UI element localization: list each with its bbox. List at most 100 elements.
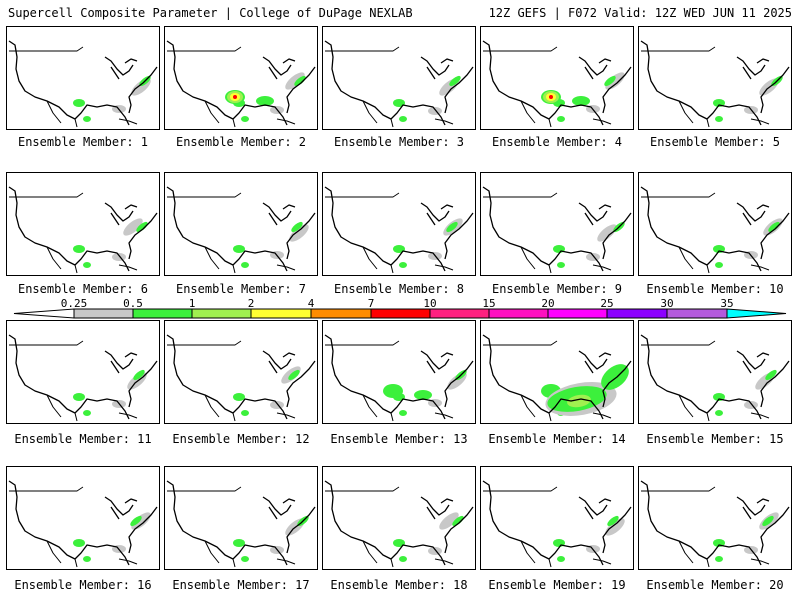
- ensemble-member-label: Ensemble Member: 5: [649, 135, 781, 149]
- mexico-coast: [678, 540, 710, 568]
- scp-contour-area: [605, 72, 625, 90]
- ensemble-member-map: [638, 172, 792, 276]
- great-lakes: [420, 496, 454, 520]
- cuba-outline: [592, 264, 612, 271]
- cuba-outline: [118, 558, 138, 565]
- us-canada-border: [167, 192, 242, 198]
- member-map-svg: [640, 480, 790, 568]
- member-map-svg: [324, 334, 474, 422]
- colorbar-tick-label: 15: [482, 297, 496, 310]
- cuba-outline: [750, 412, 770, 419]
- us-canada-border: [483, 192, 558, 198]
- ensemble-member-label: Ensemble Member: 18: [330, 578, 468, 592]
- us-canada-border: [641, 486, 716, 492]
- member-map-svg: [8, 480, 158, 568]
- coastline: [640, 480, 790, 566]
- scp-contour-area: [452, 515, 464, 527]
- mexico-coast: [520, 540, 552, 568]
- scp-contour-area: [241, 116, 249, 122]
- ensemble-member-label: Ensemble Member: 1: [17, 135, 149, 149]
- member-map-svg: [324, 480, 474, 568]
- ensemble-member-label: Ensemble Member: 9: [491, 282, 623, 296]
- member-map-svg: [166, 40, 316, 128]
- scp-contour-area: [557, 556, 565, 562]
- us-canada-border: [9, 340, 84, 346]
- scp-contour-area: [399, 262, 407, 268]
- coastline: [324, 480, 474, 566]
- colorbar-tick-label: 0.25: [60, 297, 88, 310]
- colorbar-segment: [370, 308, 431, 319]
- scp-contour-area: [73, 245, 85, 253]
- scp-contour-area: [136, 221, 148, 233]
- scp-contour-area: [270, 401, 284, 409]
- scp-contour-area: [73, 99, 85, 107]
- colorbar-segment: [191, 308, 252, 319]
- us-canada-border: [325, 340, 400, 346]
- ensemble-member-label: Ensemble Member: 3: [333, 135, 465, 149]
- member-map-svg: [640, 186, 790, 274]
- us-canada-border: [325, 486, 400, 492]
- great-lakes: [104, 202, 138, 226]
- colorbar-tick-label: 20: [541, 297, 555, 310]
- great-lakes: [578, 202, 612, 226]
- ensemble-member-map: [480, 466, 634, 570]
- scp-contour-area: [414, 390, 432, 400]
- coastline: [482, 186, 632, 272]
- scp-contour-area: [131, 512, 151, 530]
- scp-contour-area: [241, 410, 249, 416]
- scp-contour-area: [83, 116, 91, 122]
- cuba-outline: [750, 264, 770, 271]
- ensemble-member-label: Ensemble Member: 11: [14, 432, 152, 446]
- ensemble-member-map: [6, 172, 160, 276]
- colorbar-segment: [488, 308, 549, 319]
- ensemble-member-label: Ensemble Member: 7: [175, 282, 307, 296]
- scp-contour-area: [449, 75, 461, 87]
- ensemble-member-map: [164, 466, 318, 570]
- ensemble-member-label: Ensemble Member: 8: [333, 282, 465, 296]
- colorbar-tick-label: 0.5: [123, 297, 143, 310]
- coastline: [166, 334, 316, 420]
- scp-contour-area: [557, 262, 565, 268]
- scp-contour-area: [399, 116, 407, 122]
- mexico-coast: [678, 246, 710, 274]
- member-map-svg: [8, 186, 158, 274]
- mexico-coast: [520, 394, 552, 422]
- ensemble-member-map: [322, 320, 476, 424]
- member-map-svg: [324, 186, 474, 274]
- mexico-coast: [204, 246, 236, 274]
- scp-contour-area: [241, 556, 249, 562]
- scp-contour-area: [715, 556, 723, 562]
- scp-contour-area: [289, 224, 309, 242]
- great-lakes: [104, 496, 138, 520]
- us-canada-border: [9, 486, 84, 492]
- ensemble-member-label: Ensemble Member: 12: [172, 432, 310, 446]
- cuba-outline: [434, 558, 454, 565]
- member-map-svg: [166, 334, 316, 422]
- scp-contour-area: [715, 410, 723, 416]
- great-lakes: [262, 496, 296, 520]
- coastline: [324, 40, 474, 126]
- scp-contour-area: [549, 95, 553, 99]
- member-map-svg: [8, 40, 158, 128]
- map-title: Supercell Composite Parameter | College …: [8, 6, 413, 20]
- us-canada-border: [483, 340, 558, 346]
- great-lakes: [104, 350, 138, 374]
- scp-contour-area: [83, 262, 91, 268]
- ensemble-member-map: [322, 466, 476, 570]
- cuba-outline: [434, 264, 454, 271]
- scp-contour-area: [586, 253, 600, 261]
- ensemble-member-label: Ensemble Member: 14: [488, 432, 626, 446]
- scp-contour-area: [233, 95, 237, 99]
- mexico-coast: [204, 100, 236, 128]
- great-lakes: [736, 496, 770, 520]
- great-lakes: [420, 56, 454, 80]
- coastline: [640, 40, 790, 126]
- colorbar-tick-label: 7: [367, 297, 375, 310]
- us-canada-border: [167, 340, 242, 346]
- scp-contour-area: [112, 253, 126, 261]
- mexico-coast: [362, 540, 394, 568]
- scp-contour-area: [715, 116, 723, 122]
- coastline: [482, 334, 632, 420]
- scp-contour-area: [428, 547, 442, 555]
- cuba-outline: [750, 558, 770, 565]
